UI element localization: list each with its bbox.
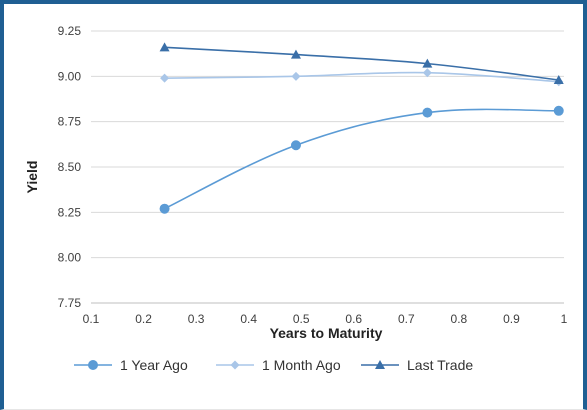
data-point <box>291 71 301 81</box>
data-point <box>553 74 564 84</box>
x-tick-label: 0.6 <box>345 312 362 326</box>
data-point <box>160 73 170 83</box>
x-tick-label: 0.1 <box>83 312 100 326</box>
x-tick-label: 0.4 <box>240 312 257 326</box>
x-tick-label: 0.8 <box>451 312 468 326</box>
legend-item: Last Trade <box>361 357 473 373</box>
y-tick-label: 8.25 <box>58 205 82 219</box>
data-point <box>553 105 564 116</box>
tick-labels: 7.75 8.00 8.25 8.50 8.75 9.00 9.25 0.1 0.2 0.3 0.4… <box>58 24 568 326</box>
x-tick-label: 0.3 <box>188 312 205 326</box>
series <box>159 42 564 214</box>
data-point <box>159 203 170 214</box>
x-tick-label: 1 <box>561 312 568 326</box>
x-tick-label: 0.5 <box>293 312 310 326</box>
legend-marker <box>88 360 98 370</box>
data-point <box>422 107 433 118</box>
legend-item: 1 Month Ago <box>216 357 341 373</box>
legend-marker <box>230 360 240 370</box>
series-line <box>164 46 559 81</box>
x-tick-label: 0.7 <box>398 312 415 326</box>
data-point <box>422 68 432 78</box>
series-2 <box>159 42 564 84</box>
legend-label: 1 Year Ago <box>120 357 188 373</box>
y-tick-label: 9.25 <box>58 24 82 38</box>
y-tick-label: 8.75 <box>58 115 82 129</box>
series-0 <box>159 105 564 214</box>
y-tick-label: 7.75 <box>58 296 82 310</box>
yield-curve-chart: 7.75 8.00 8.25 8.50 8.75 9.00 9.25 0.1 0.2 0.3 0.4… <box>24 24 568 373</box>
data-point <box>290 49 301 59</box>
x-tick-label: 0.9 <box>503 312 520 326</box>
y-tick-label: 9.00 <box>58 69 82 83</box>
data-point <box>159 42 170 52</box>
y-tick-label: 8.50 <box>58 160 82 174</box>
series-line <box>164 71 559 83</box>
data-point <box>422 58 433 68</box>
legend: 1 Year Ago 1 Month Ago Last Trade <box>74 357 473 373</box>
x-tick-label: 0.2 <box>135 312 152 326</box>
x-axis-title: Years to Maturity <box>270 325 383 341</box>
legend-label: 1 Month Ago <box>262 357 341 373</box>
gridlines <box>91 30 564 304</box>
series-1 <box>160 68 564 87</box>
data-point <box>290 140 301 151</box>
y-axis-title: Yield <box>24 161 40 194</box>
legend-marker <box>375 360 385 369</box>
legend-item: 1 Year Ago <box>74 357 188 373</box>
y-tick-label: 8.00 <box>58 251 82 265</box>
series-line <box>164 108 559 210</box>
legend-label: Last Trade <box>407 357 473 373</box>
